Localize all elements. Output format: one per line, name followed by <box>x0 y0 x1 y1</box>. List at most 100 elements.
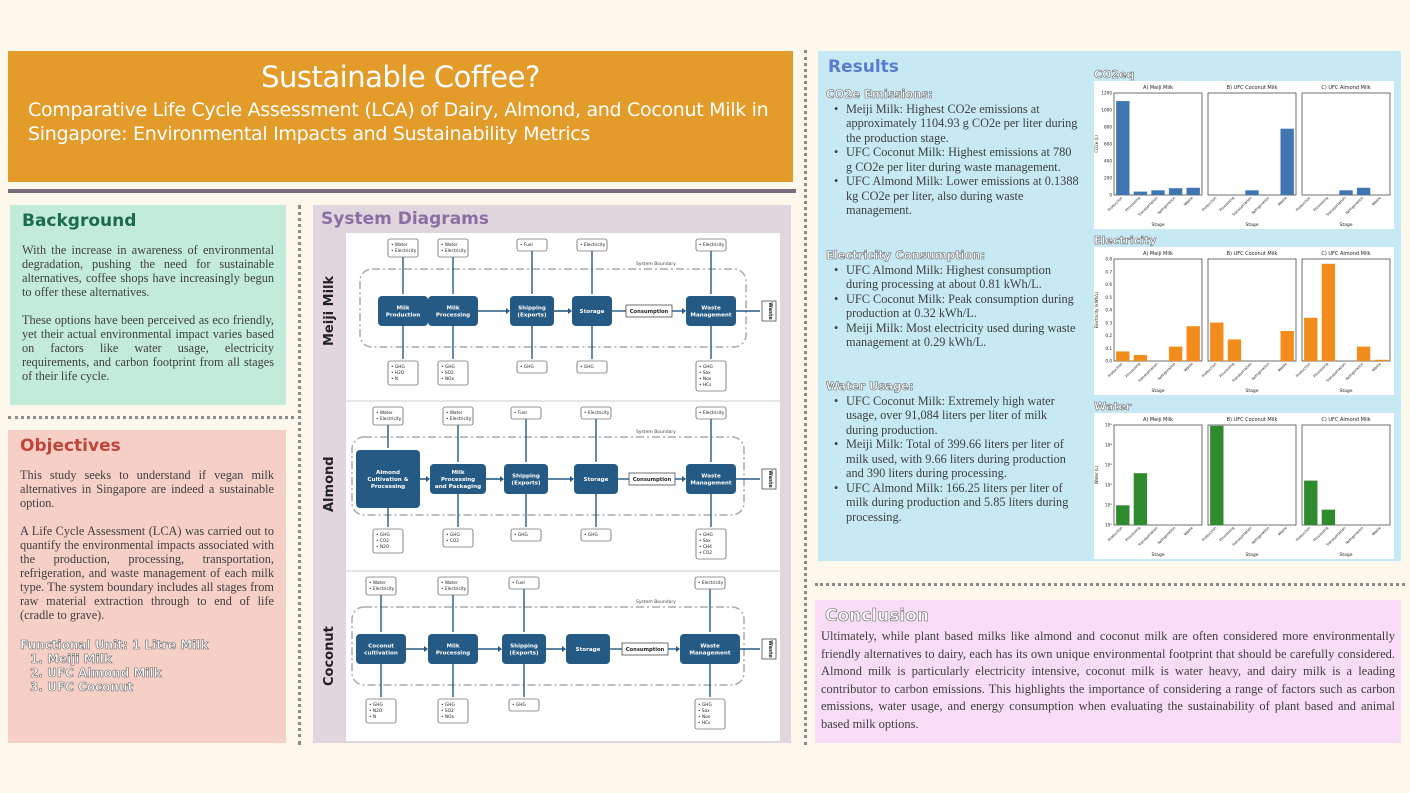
input-label: • Electricity <box>580 242 606 248</box>
output-box <box>510 528 542 542</box>
output-box <box>508 698 540 712</box>
y-tick-label: 0.5 <box>1105 295 1112 300</box>
stage-box <box>572 296 612 326</box>
x-axis-label: Stage <box>1151 222 1164 228</box>
input-box <box>372 406 404 426</box>
results-section-title: CO2e Emissions: <box>826 87 934 102</box>
consumption-label: Consumption <box>626 647 665 653</box>
y-tick-label: 0.1 <box>1105 346 1112 351</box>
waste-end-label: Waste <box>767 470 773 488</box>
y-tick-label: 0.3 <box>1105 320 1112 325</box>
arrow-head <box>506 308 510 314</box>
objectives-heading: Objectives <box>20 436 121 456</box>
chart-electricity: A) Meiji Milk 0.0 0.1 0.2 0.3 0.4 0.5 0.6 0.7 0.8… <box>1094 247 1394 395</box>
stage-label: Coconut <box>368 644 394 650</box>
panel-title: A) Meiji Milk <box>1143 85 1173 91</box>
arrow-head <box>676 646 680 652</box>
chart-bar <box>1321 509 1336 525</box>
waste-end-label: Waste <box>767 302 773 320</box>
divider-left <box>298 205 301 745</box>
input-box <box>437 576 469 596</box>
chart-bar <box>1168 346 1183 361</box>
input-label: • Fuel <box>520 242 533 248</box>
x-tick-label: Production <box>1201 362 1217 378</box>
chart-bar <box>1374 359 1388 361</box>
output-label: • N <box>369 714 376 720</box>
chart-bar <box>1186 326 1200 361</box>
stage-label: Storage <box>576 647 601 653</box>
boundary-label: System Boundary <box>636 599 676 605</box>
output-label: • N2O <box>376 544 390 550</box>
output-label: • NOx <box>441 376 454 382</box>
output-label: • GHG <box>699 364 713 370</box>
input-label: • Water <box>369 580 386 586</box>
system-boundary <box>351 436 745 516</box>
y-axis-label: Electricity (kWh/L) <box>1094 291 1099 328</box>
stage-label: Waste <box>701 474 721 480</box>
arrow-head <box>500 476 504 482</box>
arrow-head <box>682 476 686 482</box>
row-label-meiji: Meiji Milk <box>322 275 337 346</box>
stage-box <box>430 464 486 494</box>
x-tick-label: Processing <box>1219 362 1235 378</box>
y-tick-label: 10⁴ <box>1105 443 1112 448</box>
input-label: • Water <box>441 242 458 248</box>
output-label: • N2O <box>369 708 383 714</box>
chart-electricity-svg: A) Meiji Milk 0.0 0.1 0.2 0.3 0.4 0.5 0.6 0.7 0.8… <box>1094 251 1391 394</box>
input-label: • Water <box>391 242 408 248</box>
output-label: • Nox <box>699 376 712 382</box>
x-tick-label: Refrigeration <box>1345 196 1364 215</box>
output-label: • GHG <box>580 364 594 370</box>
chart-bar <box>1356 187 1371 195</box>
waste-end-box <box>761 300 777 322</box>
output-box <box>694 698 726 730</box>
stage-label: Storage <box>584 477 609 483</box>
output-label: • GHG <box>446 532 460 538</box>
y-tick-label: 400 <box>1104 159 1112 164</box>
chart-bar <box>1168 188 1183 195</box>
input-box <box>437 238 469 258</box>
objectives-paragraph-2: A Life Cycle Assessment (LCA) was carrie… <box>20 524 274 622</box>
panel-title: C) UFC Almond Milk <box>1321 417 1370 423</box>
output-box <box>516 360 548 374</box>
x-axis-label: Stage <box>1339 222 1352 228</box>
results-heading: Results <box>828 57 899 77</box>
x-tick-label: Processing <box>1313 526 1329 542</box>
x-tick-label: Waste <box>1371 361 1382 372</box>
panel-title: C) UFC Almond Milk <box>1321 85 1370 91</box>
output-label: • CH4 <box>699 544 712 550</box>
stage-label: Almond <box>376 470 400 476</box>
stage-label: Management <box>690 481 732 487</box>
input-label: • Fuel <box>514 410 527 416</box>
stage-label: Processing <box>436 651 470 657</box>
y-tick-label: 0.4 <box>1105 308 1112 313</box>
objectives-paragraph-1: This study seeks to understand if vegan … <box>20 468 274 510</box>
chart-bar <box>1321 263 1336 361</box>
results-item: UFC Almond Milk: Highest consumption dur… <box>826 263 1080 292</box>
stage-label: Cultivation & <box>367 477 408 483</box>
input-label: • Electricity <box>441 586 467 592</box>
output-label: • GHG <box>584 532 598 538</box>
output-label: • SO2 <box>441 708 454 714</box>
input-label: • Electricity <box>369 586 395 592</box>
output-box <box>387 360 419 386</box>
stage-box <box>504 464 548 494</box>
x-axis-label: Stage <box>1151 552 1164 558</box>
chart-co2-svg: A) Meiji Milk 0 200 400 600 800 1000 1200 CO2e (… <box>1094 85 1391 228</box>
stage-label: (Exports) <box>509 651 539 657</box>
y-tick-label: 0.2 <box>1105 333 1112 338</box>
stage-label: Milk <box>396 306 409 312</box>
y-tick-label: 10³ <box>1105 463 1112 468</box>
chart-panel: A) Meiji Milk 10⁰ 10¹ 10² 10³ 10⁴ 10⁵ Water (L)… <box>1094 417 1203 558</box>
input-label: • Electricity <box>376 416 402 422</box>
stage-box <box>428 634 478 664</box>
x-tick-label: Processing <box>1125 196 1141 212</box>
conclusion-text: Ultimately, while plant based milks like… <box>821 629 1395 731</box>
chart-bar <box>1356 346 1371 361</box>
input-box <box>365 576 397 596</box>
input-label: • Electricity <box>441 248 467 254</box>
y-axis-label: CO2e (L) <box>1094 135 1099 153</box>
